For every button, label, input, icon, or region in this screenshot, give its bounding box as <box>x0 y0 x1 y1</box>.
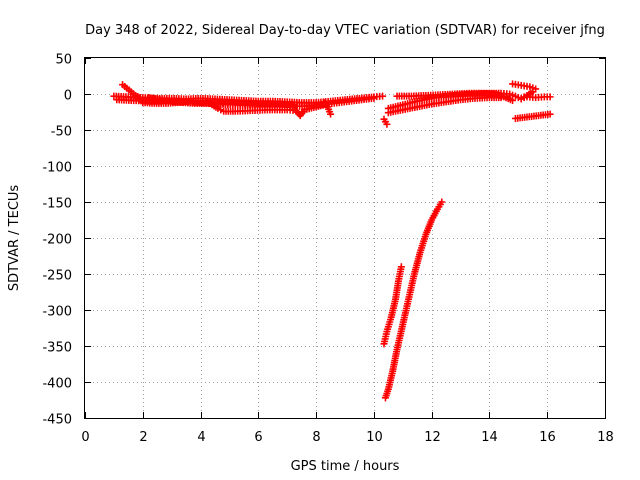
data-segment <box>511 110 554 122</box>
data-segment <box>119 81 144 102</box>
data-point <box>214 102 222 110</box>
y-tick-label: 50 <box>55 53 72 68</box>
y-tick-label: -350 <box>42 341 72 356</box>
data-point <box>327 110 335 118</box>
y-tick-label: -300 <box>42 305 72 320</box>
x-tick-label: 8 <box>312 430 320 445</box>
data-point <box>185 97 193 105</box>
data-segment <box>380 263 405 348</box>
x-tick-label: 16 <box>539 430 556 445</box>
data-segment <box>393 89 517 104</box>
x-tick-label: 14 <box>481 430 498 445</box>
y-tick-label: -150 <box>42 197 72 212</box>
data-point <box>379 92 387 100</box>
data-point <box>546 110 554 118</box>
y-axis-label: SDTVAR / TECUs <box>7 185 22 292</box>
y-tick-label: -250 <box>42 269 72 284</box>
plot-frame <box>84 57 606 419</box>
x-tick-label: 4 <box>197 430 205 445</box>
data-point <box>380 340 388 348</box>
x-tick-label: 6 <box>254 430 262 445</box>
data-segment <box>139 97 193 107</box>
data-segment <box>321 99 335 118</box>
x-tick-labels: 0 2 4 6 8 10 12 14 16 18 <box>81 430 613 445</box>
data-segment <box>509 80 554 102</box>
data-point <box>381 394 389 402</box>
x-tick-label: 10 <box>366 430 383 445</box>
data-point <box>370 94 378 102</box>
data-point <box>509 96 517 104</box>
y-tick-label: -100 <box>42 161 72 176</box>
data-segment <box>208 100 332 120</box>
data-segment <box>381 198 446 402</box>
chart-title: Day 348 of 2022, Sidereal Day-to-day VTE… <box>85 23 605 38</box>
data-segment <box>380 115 391 128</box>
x-axis-label: GPS time / hours <box>291 459 400 474</box>
y-tick-label: -50 <box>51 125 72 140</box>
x-tick-label: 0 <box>81 430 89 445</box>
y-tick-label: -400 <box>42 377 72 392</box>
data-point <box>546 93 554 101</box>
grid <box>85 58 605 418</box>
y-tick-label: 0 <box>64 89 72 104</box>
axis-ticks <box>85 58 606 419</box>
data-points <box>110 80 554 402</box>
x-tick-label: 18 <box>597 430 614 445</box>
data-segment <box>202 99 222 110</box>
x-tick-label: 2 <box>139 430 147 445</box>
data-point <box>136 94 144 102</box>
data-point <box>383 120 391 128</box>
y-tick-label: -200 <box>42 233 72 248</box>
y-tick-labels: 50 0 -50 -100 -150 -200 -250 -300 -350 -400 -450 <box>42 53 72 428</box>
x-tick-label: 12 <box>424 430 441 445</box>
y-tick-label: -450 <box>42 413 72 428</box>
